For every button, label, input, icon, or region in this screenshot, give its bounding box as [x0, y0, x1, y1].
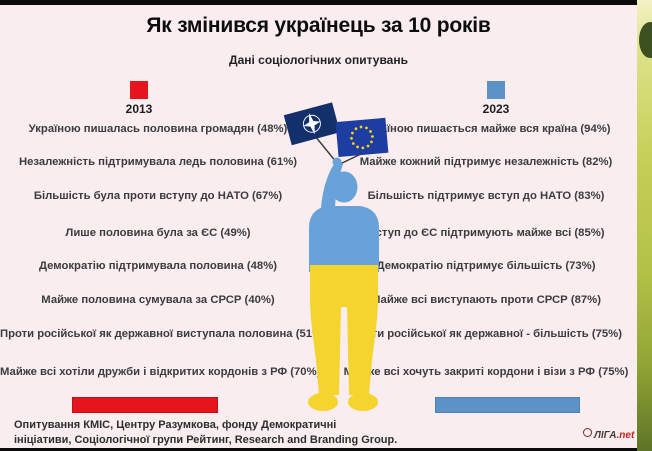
- stat-row: Більшість була проти вступу до НАТО (67%…: [33, 190, 283, 202]
- nato-flagpole: [314, 135, 338, 164]
- globe-icon: [583, 428, 592, 437]
- stat-row: Майже всі виступають проти СРСР (87%): [371, 294, 601, 306]
- stat-row: Майже всі хотіли дружби і відкритих корд…: [0, 366, 321, 378]
- source-line-2: ініціативи, Соціологічної групи Рейтинг,…: [14, 434, 398, 446]
- bar-2013: [72, 397, 218, 413]
- stat-row: Проти російської як державної - більшіст…: [350, 328, 622, 340]
- stat-row: Майже половина сумувала за СРСР (40%): [41, 294, 275, 306]
- stat-row: Більшість підтримує вступ до НАТО (83%): [367, 190, 605, 202]
- stat-row: Майже всі хочуть закриті кордони і візи …: [343, 366, 629, 378]
- stat-row: Проти російської як державної виступала …: [0, 328, 326, 340]
- legend-2023: 2023: [466, 81, 526, 116]
- logo-suffix: .net: [616, 430, 635, 441]
- stat-row: Україною пишалась половина громадян (48%…: [28, 123, 288, 135]
- eu-flag-icon: [335, 117, 389, 158]
- stat-row: Лише половина була за ЄС (49%): [65, 227, 251, 239]
- page-subtitle: Дані соціологічних опитувань: [229, 53, 408, 67]
- legend-2013: 2013: [109, 81, 169, 116]
- eu-flagpole: [339, 153, 362, 165]
- source-text: Опитування КМІС, Центру Разумкова, фонду…: [14, 418, 397, 448]
- source-line-1: Опитування КМІС, Центру Разумкова, фонду…: [14, 419, 337, 431]
- background-edge-strip: [637, 0, 652, 451]
- stat-row: Україною пишається майже вся країна (94%…: [361, 123, 611, 135]
- stat-row: Незалежність підтримувала ледь половина …: [18, 156, 298, 168]
- legend-year-2013: 2013: [125, 102, 153, 116]
- bar-2023: [435, 397, 580, 413]
- stat-row: Демократію підтримує більшість (73%): [376, 260, 596, 272]
- stat-row: Вступ до ЄС підтримують майже всі (85%): [367, 227, 605, 239]
- stat-row: Демократію підтримувала половина (48%): [38, 260, 278, 272]
- nato-flag-icon: [283, 102, 341, 146]
- figure-legs: [308, 265, 378, 411]
- page-title: Як змінився українець за 10 років: [146, 14, 491, 37]
- logo-text: ЛІГА: [594, 430, 617, 441]
- legend-year-2023: 2023: [482, 102, 510, 116]
- legend-swatch-2023: [487, 81, 505, 99]
- background-blob: [639, 22, 652, 58]
- stat-row: Майже кожний підтримує незалежність (82%…: [359, 156, 613, 168]
- person-figure: [283, 102, 389, 411]
- figure-upper-body: [309, 157, 379, 272]
- infographic-panel: Як змінився українець за 10 років Дані с…: [0, 5, 637, 448]
- liga-net-logo: ЛІГА .net: [583, 428, 635, 441]
- legend-swatch-2013: [130, 81, 148, 99]
